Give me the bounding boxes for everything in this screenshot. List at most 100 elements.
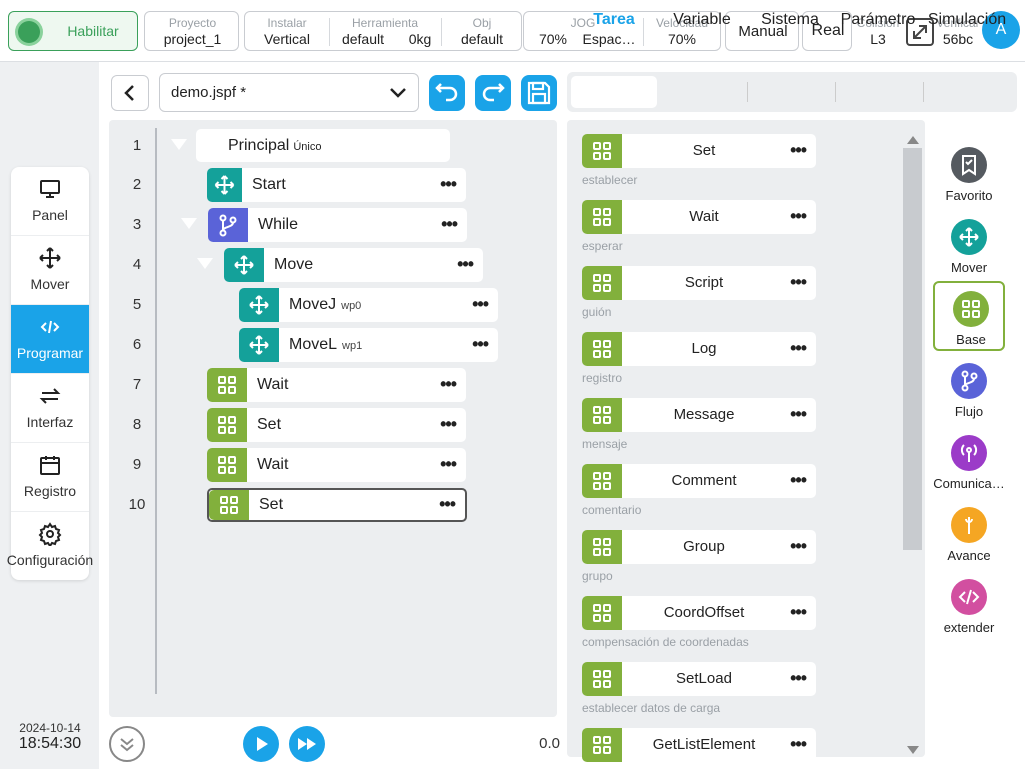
command-card[interactable]: CoordOffset ••• <box>582 596 816 630</box>
tab-simulacion[interactable]: Simulación <box>927 11 1007 28</box>
command-description: establecer <box>582 173 638 187</box>
more-options-icon[interactable]: ••• <box>790 404 807 424</box>
collapse-triangle-icon[interactable] <box>197 258 213 269</box>
more-options-icon[interactable]: ••• <box>457 254 474 274</box>
grid-icon <box>582 200 622 234</box>
install-tool-obj-group[interactable]: Instalar Vertical Herramienta default 0k… <box>244 11 522 51</box>
category-extender[interactable]: extender <box>933 571 1005 641</box>
tab-sistema[interactable]: Sistema <box>761 11 819 28</box>
back-button[interactable] <box>111 75 149 111</box>
tree-node-movej[interactable]: MoveJ wp0 ••• <box>239 288 498 322</box>
more-options-icon[interactable]: ••• <box>790 338 807 358</box>
more-options-icon[interactable]: ••• <box>441 214 458 234</box>
more-options-icon[interactable]: ••• <box>440 454 457 474</box>
collapse-triangle-icon[interactable] <box>181 218 197 229</box>
collision-value[interactable]: L3 <box>870 31 886 47</box>
play-button[interactable] <box>243 726 279 762</box>
avatar[interactable]: A <box>982 11 1020 49</box>
collapse-down-button[interactable] <box>109 726 145 762</box>
more-options-icon[interactable]: ••• <box>790 536 807 556</box>
command-card[interactable]: Wait ••• <box>582 200 816 234</box>
tree-node-movel[interactable]: MoveL wp1 ••• <box>239 328 498 362</box>
save-button[interactable] <box>521 75 557 111</box>
collapse-triangle-icon[interactable] <box>171 139 187 150</box>
expand-icon[interactable] <box>905 17 935 47</box>
more-options-icon[interactable]: ••• <box>790 470 807 490</box>
undo-button[interactable] <box>429 75 465 111</box>
category-avance[interactable]: Avance <box>933 499 1005 569</box>
tree-node-wait[interactable]: Wait ••• <box>207 368 466 402</box>
scrollbar-thumb[interactable] <box>903 148 922 550</box>
more-options-icon[interactable]: ••• <box>790 734 807 754</box>
more-options-icon[interactable]: ••• <box>440 174 457 194</box>
command-card[interactable]: Log ••• <box>582 332 816 366</box>
more-options-icon[interactable]: ••• <box>790 206 807 226</box>
step-forward-button[interactable] <box>289 726 325 762</box>
more-options-icon[interactable]: ••• <box>790 140 807 160</box>
signal-icon <box>951 435 987 471</box>
command-name: Log <box>691 340 717 357</box>
nav-item-programar[interactable]: Programar <box>11 305 89 374</box>
scroll-down-arrow-icon[interactable] <box>906 745 920 755</box>
tree-node-set-selected[interactable]: Set ••• <box>207 488 467 522</box>
command-card[interactable]: GetListElement ••• <box>582 728 816 762</box>
command-card[interactable]: Message ••• <box>582 398 816 432</box>
enable-button[interactable]: Habilitar <box>8 11 138 51</box>
grid-icon <box>582 266 622 300</box>
tree-node-while[interactable]: While ••• <box>208 208 467 242</box>
tab-variable[interactable]: Variable <box>673 11 731 28</box>
command-description: guión <box>582 305 612 319</box>
manual-mode-button[interactable]: Manual <box>725 11 799 51</box>
redo-button[interactable] <box>475 75 511 111</box>
grid-icon <box>209 490 249 520</box>
nav-item-mover[interactable]: Mover <box>11 236 89 305</box>
real-mode-button[interactable]: Real <box>802 11 852 51</box>
category-label: Flujo <box>954 404 984 419</box>
command-card[interactable]: Comment ••• <box>582 464 816 498</box>
tab-parametro[interactable]: Parámetro <box>840 11 916 28</box>
category-mover[interactable]: Mover <box>933 211 1005 281</box>
command-name: Comment <box>671 472 737 489</box>
tree-node-start[interactable]: Start ••• <box>207 168 466 202</box>
nav-item-registro[interactable]: Registro <box>11 443 89 512</box>
more-options-icon[interactable]: ••• <box>440 414 457 434</box>
nav-label: Interfaz <box>26 414 74 430</box>
waypoint-label: wp0 <box>341 300 362 312</box>
command-card[interactable]: Group ••• <box>582 530 816 564</box>
category-favorito[interactable]: Favorito <box>933 139 1005 209</box>
command-card[interactable]: Set ••• <box>582 134 816 168</box>
jog-speed-group[interactable]: JOG 70% Espac… Velocidad 70% <box>523 11 721 51</box>
tab-tarea[interactable]: Tarea <box>593 11 635 28</box>
tree-node-move[interactable]: Move ••• <box>224 248 483 282</box>
more-options-icon[interactable]: ••• <box>790 602 807 622</box>
more-options-icon[interactable]: ••• <box>439 494 456 514</box>
tree-root-principal[interactable]: Principal Único <box>196 129 450 162</box>
project-value: project_1 <box>163 31 222 47</box>
scroll-up-arrow-icon[interactable] <box>906 135 920 145</box>
line-number: 1 <box>132 137 142 154</box>
category-comunica[interactable]: Comunica… <box>933 427 1005 497</box>
category-flujo[interactable]: Flujo <box>933 355 1005 425</box>
avatar-letter: A <box>995 21 1007 38</box>
nav-item-panel[interactable]: Panel <box>11 167 89 236</box>
file-dropdown[interactable]: demo.jspf * <box>159 73 419 112</box>
node-label: While <box>258 216 299 233</box>
category-base[interactable]: Base <box>933 281 1005 351</box>
grid-icon <box>582 530 622 564</box>
tree-node-set[interactable]: Set ••• <box>207 408 466 442</box>
tree-node-wait[interactable]: Wait ••• <box>207 448 466 482</box>
node-label: Wait <box>257 376 289 393</box>
nav-label: Registro <box>23 483 77 499</box>
project-selector[interactable]: Proyecto project_1 <box>144 11 239 51</box>
nav-item-configuracion[interactable]: Configuración <box>7 512 93 581</box>
nav-item-interfaz[interactable]: Interfaz <box>11 374 89 443</box>
more-options-icon[interactable]: ••• <box>472 334 489 354</box>
more-options-icon[interactable]: ••• <box>472 294 489 314</box>
more-options-icon[interactable]: ••• <box>790 272 807 292</box>
obj-label: Obj <box>472 16 492 30</box>
command-card[interactable]: Script ••• <box>582 266 816 300</box>
more-options-icon[interactable]: ••• <box>790 668 807 688</box>
command-card[interactable]: SetLoad ••• <box>582 662 816 696</box>
more-options-icon[interactable]: ••• <box>440 374 457 394</box>
verify-value[interactable]: 56bc <box>942 31 974 47</box>
